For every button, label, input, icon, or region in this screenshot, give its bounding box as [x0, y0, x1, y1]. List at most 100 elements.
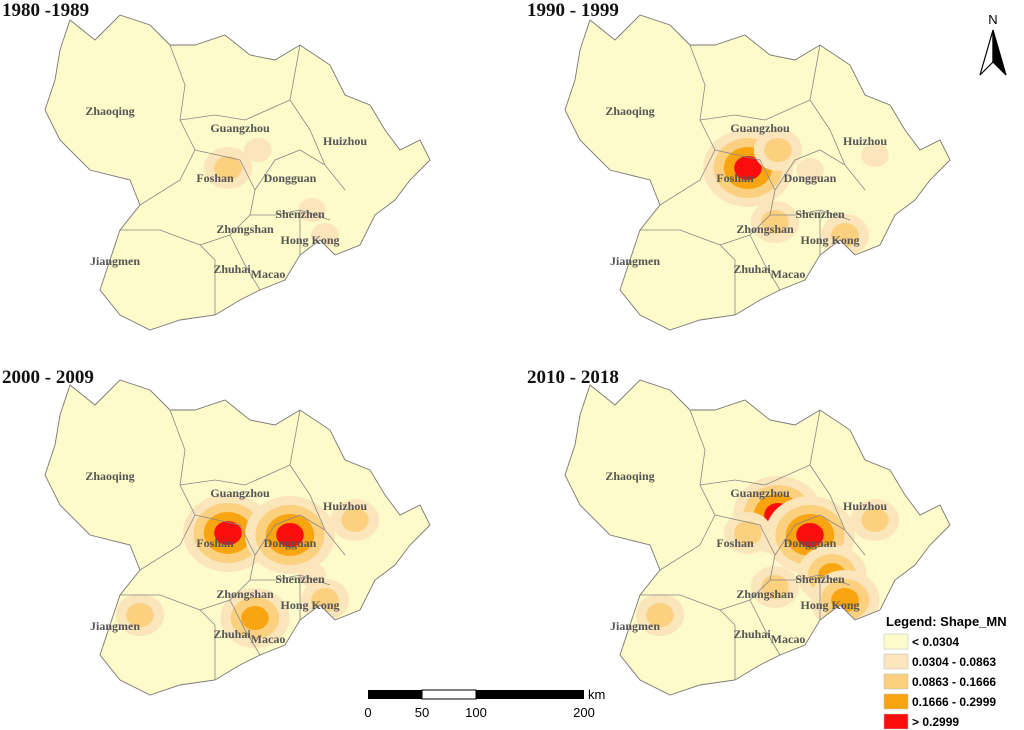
hotspot-layer — [115, 494, 380, 648]
district-border — [289, 464, 326, 531]
city-label: Guangzhou — [730, 121, 790, 135]
hotspot-dongguan — [276, 523, 304, 547]
legend-swatch — [883, 633, 909, 650]
district-border — [749, 599, 781, 656]
district-border — [749, 234, 781, 291]
city-label: Foshan — [196, 536, 234, 550]
district-border — [809, 464, 846, 531]
hotspot-zhuhai — [241, 606, 269, 630]
city-label: Zhuhai — [213, 627, 251, 641]
hotspot-huizhou — [341, 508, 369, 532]
legend-swatch — [883, 653, 909, 670]
legend-swatch — [883, 693, 909, 710]
city-label: Hong Kong — [280, 598, 339, 612]
district-border — [289, 99, 326, 166]
city-label: Jiangmen — [610, 619, 660, 633]
map-panel: Zhaoqing Guangzhou Huizhou Foshan Dongguan Sh… — [564, 379, 951, 696]
district-border — [774, 149, 866, 191]
scale-tick-label: 200 — [573, 705, 595, 720]
city-label: Dongguan — [784, 536, 837, 550]
city-label: Shenzhen — [795, 572, 845, 586]
city-label: Dongguan — [264, 171, 317, 185]
city-label: Zhongshan — [736, 222, 794, 236]
hotspot-jiangmen — [646, 603, 674, 627]
district-border — [774, 514, 866, 556]
hotspot-foshan — [734, 156, 762, 180]
city-label: Zhuhai — [733, 262, 771, 276]
district-border — [250, 574, 331, 586]
north-label: N — [988, 12, 997, 27]
city-label: Foshan — [196, 171, 234, 185]
city-label: Foshan — [716, 536, 754, 550]
scale-tick-label: 50 — [415, 705, 429, 720]
city-label: Dongguan — [784, 171, 837, 185]
city-label: Macao — [251, 632, 286, 646]
legend-label: 0.1666 - 0.2999 — [912, 695, 996, 709]
region-outline — [44, 379, 431, 696]
district-border — [179, 409, 301, 486]
city-label: Zhuhai — [733, 627, 771, 641]
hotspot-zhongshan — [761, 210, 789, 234]
north-arrow-icon: N — [979, 12, 1007, 76]
city-label: Hong Kong — [800, 233, 859, 247]
district-border — [699, 409, 821, 486]
district-border — [229, 599, 261, 656]
district-border — [659, 409, 716, 571]
district-border — [659, 44, 716, 206]
city-label: Guangzhou — [210, 486, 270, 500]
district-border — [714, 514, 776, 611]
city-label: Macao — [771, 267, 806, 281]
city-label: Huizhou — [323, 134, 367, 148]
period-title: 1990 - 1999 — [527, 0, 619, 21]
city-label: Shenzhen — [275, 207, 325, 221]
hotspot-guangzhou — [244, 138, 272, 162]
district-border — [139, 44, 196, 206]
city-label: Huizhou — [323, 499, 367, 513]
scale-tick-label: 100 — [465, 705, 487, 720]
city-label: Zhaoqing — [605, 469, 654, 483]
district-border — [229, 234, 261, 291]
city-label: Zhaoqing — [85, 104, 134, 118]
hotspot-layer — [635, 476, 900, 636]
district-border — [770, 574, 851, 586]
legend-label: 0.0304 - 0.0863 — [912, 655, 996, 669]
hotspot-dongguan — [796, 158, 824, 182]
legend-swatch — [883, 713, 909, 730]
city-label: Macao — [251, 267, 286, 281]
district-border — [194, 149, 256, 246]
city-label: Hong Kong — [280, 233, 339, 247]
hotspot-foshan — [214, 521, 242, 545]
city-label: Zhuhai — [213, 262, 251, 276]
district-border — [770, 209, 851, 221]
legend: Legend: Shape_MN < 0.0304 0.0304 - 0.0863 0… — [880, 610, 1024, 730]
city-label: Dongguan — [264, 536, 317, 550]
city-label: Zhongshan — [736, 587, 794, 601]
city-label: Guangzhou — [730, 486, 790, 500]
district-border — [179, 44, 301, 121]
legend-title: Legend: Shape_MN — [886, 614, 1007, 629]
district-border — [699, 44, 821, 121]
district-border — [139, 409, 196, 571]
district-border — [640, 594, 736, 680]
period-title: 2010 - 2018 — [527, 367, 619, 388]
region-outline — [44, 14, 431, 331]
district-border — [120, 229, 216, 315]
region-outline — [564, 14, 951, 331]
map-panel: Zhaoqing Guangzhou Huizhou Foshan Dongguan Sh… — [44, 14, 431, 331]
city-label: Zhongshan — [216, 587, 274, 601]
district-border — [254, 514, 346, 556]
district-border — [640, 229, 736, 315]
hotspot-dongguan — [796, 523, 824, 547]
district-border — [809, 99, 846, 166]
city-label: Huizhou — [843, 134, 887, 148]
hotspot-foshan — [734, 521, 762, 545]
city-label: Jiangmen — [90, 254, 140, 268]
city-label: Jiangmen — [610, 254, 660, 268]
city-label: Shenzhen — [795, 207, 845, 221]
hotspot-jiangmen — [126, 603, 154, 627]
city-label: Huizhou — [843, 499, 887, 513]
city-label: Zhaoqing — [85, 469, 134, 483]
city-label: Guangzhou — [210, 121, 270, 135]
scale-tick-label: 0 — [364, 705, 371, 720]
